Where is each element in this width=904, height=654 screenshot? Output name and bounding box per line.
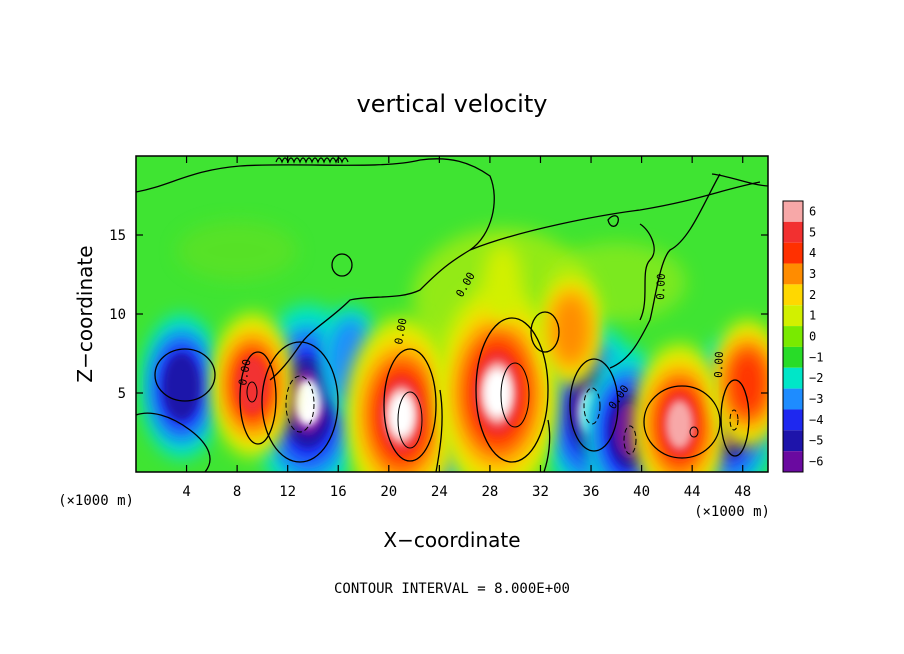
zero-contours bbox=[136, 158, 768, 472]
colorbar-tick-label: −4 bbox=[809, 413, 823, 427]
colorbar-tick-label: 0 bbox=[809, 330, 816, 344]
x-tick-label: 48 bbox=[734, 484, 751, 500]
contour-line bbox=[397, 391, 423, 449]
colorbar-swatch bbox=[783, 367, 803, 389]
contour-line bbox=[136, 158, 495, 381]
contour-line bbox=[609, 173, 721, 369]
chart-title: vertical velocity bbox=[357, 90, 548, 118]
colorbar-tick-label: −3 bbox=[809, 392, 823, 406]
x-axis-title: X−coordinate bbox=[383, 528, 520, 552]
colorbar-tick-label: 1 bbox=[809, 309, 816, 323]
contour-line bbox=[154, 348, 216, 402]
contour-line bbox=[607, 215, 619, 227]
field-blob bbox=[177, 220, 298, 281]
colorbar-swatch bbox=[783, 451, 803, 472]
velocity-field bbox=[136, 156, 768, 472]
colorbar-frame bbox=[782, 200, 804, 473]
colorbar-swatch bbox=[783, 201, 803, 222]
field-blob bbox=[236, 356, 269, 415]
contour-line bbox=[285, 375, 315, 433]
x-tick-label: 28 bbox=[481, 484, 498, 500]
colorbar-swatch bbox=[783, 305, 803, 327]
field-blob bbox=[665, 400, 694, 449]
contour-line bbox=[543, 419, 551, 472]
negative-contours bbox=[285, 375, 739, 455]
contour-line bbox=[500, 362, 530, 428]
y-tick-label: 10 bbox=[109, 307, 126, 323]
contour-line bbox=[261, 341, 339, 463]
contour-line bbox=[623, 425, 637, 455]
colorbar: 6 5 4 3 2 1 0 −1 −2 −3 −4 −5 −6 bbox=[782, 200, 823, 473]
colorbar-swatch bbox=[783, 346, 803, 368]
contour-line bbox=[643, 385, 721, 459]
x-tick-label: 8 bbox=[233, 484, 241, 500]
contour-line bbox=[239, 351, 277, 445]
contour-label: 0.00 bbox=[392, 317, 409, 345]
colorbar-swatch bbox=[783, 263, 803, 285]
field-blob bbox=[294, 378, 322, 427]
contour-line bbox=[435, 389, 443, 472]
y-tick-label: 5 bbox=[118, 386, 126, 402]
contour-line bbox=[689, 426, 699, 438]
colorbar-tick-label: 3 bbox=[809, 267, 816, 281]
contour-line bbox=[569, 358, 619, 452]
y-tick-label: 15 bbox=[109, 228, 126, 244]
contour-line bbox=[246, 381, 258, 403]
field-blob bbox=[163, 353, 200, 421]
contour-label: 0.00 bbox=[654, 273, 668, 300]
contour-line bbox=[383, 348, 437, 462]
colorbar-tick-label: −1 bbox=[809, 350, 823, 364]
colorbar-swatch bbox=[783, 326, 803, 347]
colorbar-tick-label: −2 bbox=[809, 371, 823, 385]
contour-line bbox=[729, 409, 739, 431]
field-blob bbox=[551, 293, 591, 367]
field-blob bbox=[484, 369, 511, 417]
x-unit-label-left: (×1000 m) bbox=[58, 493, 134, 509]
x-tick-label: 40 bbox=[633, 484, 650, 500]
colorbar-swatch bbox=[783, 430, 803, 452]
field-blob bbox=[729, 350, 766, 417]
contour-line bbox=[469, 181, 761, 251]
contour-interval-note: CONTOUR INTERVAL = 8.000E+00 bbox=[334, 581, 570, 597]
colorbar-tick-label: −6 bbox=[809, 455, 823, 469]
inner-contours bbox=[246, 362, 699, 449]
x-tick-label: 4 bbox=[182, 484, 190, 500]
x-tick-label: 36 bbox=[583, 484, 600, 500]
x-tick-label: 24 bbox=[431, 484, 448, 500]
contour-line bbox=[711, 173, 768, 187]
contour-line bbox=[136, 412, 211, 472]
field-blob bbox=[483, 243, 522, 321]
colorbar-tick-label: 4 bbox=[809, 246, 816, 260]
colorbar-tick-label: 2 bbox=[809, 288, 816, 302]
colorbar-swatch bbox=[783, 409, 803, 431]
colorbar-swatch bbox=[783, 284, 803, 306]
x-tick-label: 44 bbox=[684, 484, 701, 500]
field-blob bbox=[389, 393, 414, 437]
x-tick-label: 12 bbox=[279, 484, 296, 500]
x-tick-label: 20 bbox=[380, 484, 397, 500]
colorbar-swatch bbox=[783, 242, 803, 264]
contour-line bbox=[639, 223, 655, 321]
x-unit-label-right: (×1000 m) bbox=[694, 504, 770, 520]
contour-label: 0.00 bbox=[712, 351, 726, 378]
x-tick-label: 16 bbox=[330, 484, 347, 500]
colorbar-tick-label: −5 bbox=[809, 434, 823, 448]
x-axis: 4 8 12 16 20 24 28 32 36 40 44 48 bbox=[182, 156, 751, 500]
y-axis: 5 10 15 bbox=[109, 228, 768, 402]
contour-line bbox=[583, 387, 601, 425]
y-axis-title: Z−coordinate bbox=[73, 245, 97, 382]
colorbar-swatch bbox=[783, 221, 803, 243]
contour-label: 0.00 bbox=[236, 358, 253, 386]
x-tick-label: 32 bbox=[532, 484, 549, 500]
contour-line bbox=[331, 253, 353, 277]
colorbar-tick-label: 5 bbox=[809, 225, 816, 239]
contour-line bbox=[720, 379, 750, 457]
contour-line bbox=[530, 311, 560, 353]
colorbar-swatch bbox=[783, 388, 803, 410]
contour-line bbox=[475, 317, 549, 463]
colorbar-tick-label: 6 bbox=[809, 204, 816, 218]
